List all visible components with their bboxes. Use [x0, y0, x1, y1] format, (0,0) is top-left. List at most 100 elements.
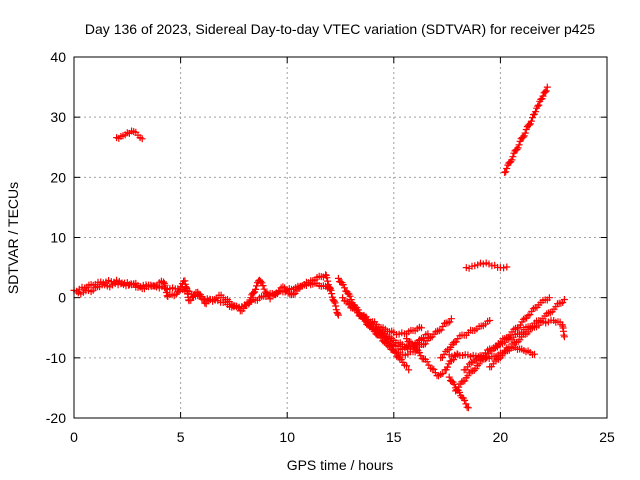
data-point — [475, 360, 483, 368]
data-point — [162, 285, 170, 293]
data-point — [407, 338, 415, 346]
data-point — [502, 168, 510, 176]
data-point — [542, 87, 550, 95]
data-point — [545, 294, 553, 302]
data-point — [503, 165, 511, 172]
data-point — [437, 326, 445, 334]
data-point — [503, 263, 511, 271]
data-point — [435, 327, 443, 335]
x-axis-label: GPS time / hours — [287, 457, 394, 473]
data-point — [330, 297, 338, 305]
y-tick-label: 20 — [50, 169, 66, 185]
data-point — [346, 292, 354, 300]
data-point — [472, 365, 480, 373]
chart-title: Day 136 of 2023, Sidereal Day-to-day VTE… — [85, 21, 595, 37]
data-point — [408, 340, 416, 348]
data-point — [259, 282, 267, 290]
data-point — [507, 343, 515, 351]
data-point — [438, 354, 446, 361]
data-point — [138, 135, 146, 143]
data-point — [264, 290, 272, 298]
data-point — [543, 83, 551, 91]
data-point — [452, 338, 460, 346]
data-point — [385, 336, 393, 344]
data-point — [474, 362, 481, 370]
data-point — [418, 324, 425, 332]
data-point — [175, 287, 183, 295]
data-point — [527, 117, 535, 125]
data-point — [360, 314, 368, 322]
data-point — [334, 311, 342, 319]
data-point — [447, 315, 455, 323]
data-point — [323, 274, 331, 282]
data-point — [535, 101, 543, 109]
data-point — [240, 305, 248, 312]
data-point — [388, 340, 396, 348]
data-point — [334, 310, 342, 318]
data-point — [334, 274, 342, 282]
data-point — [252, 285, 260, 293]
x-tick-label: 0 — [70, 429, 78, 445]
data-point — [453, 386, 461, 394]
y-tick-label: -10 — [46, 350, 66, 366]
x-tick-label: 10 — [279, 429, 295, 445]
data-point — [331, 299, 339, 307]
series-rise-b — [460, 296, 568, 374]
y-tick-label: 30 — [50, 109, 66, 125]
y-tick-label: 10 — [50, 230, 66, 246]
data-point — [539, 92, 547, 100]
data-point — [199, 296, 207, 304]
data-point — [289, 291, 297, 298]
y-tick-label: 40 — [50, 49, 66, 65]
data-point — [373, 325, 381, 333]
data-point — [532, 108, 540, 116]
series-high-arc-am — [113, 127, 146, 143]
data-point — [341, 284, 348, 292]
x-tick-label: 20 — [493, 429, 509, 445]
x-tick-label: 5 — [177, 429, 185, 445]
data-point — [281, 284, 289, 292]
data-point — [428, 365, 436, 373]
data-point — [246, 297, 254, 305]
data-point — [415, 349, 423, 357]
data-point — [461, 377, 469, 385]
data-point — [354, 309, 362, 317]
data-point — [253, 282, 261, 290]
data-point — [361, 317, 369, 325]
data-point — [425, 361, 433, 369]
x-tick-label: 15 — [386, 429, 402, 445]
data-point — [515, 141, 523, 149]
x-tick-label: 25 — [599, 429, 615, 445]
data-point — [557, 299, 565, 307]
data-point — [559, 299, 567, 306]
data-points-layer — [70, 83, 568, 412]
data-point — [427, 334, 434, 341]
data-point — [447, 343, 455, 351]
data-point — [381, 335, 389, 343]
data-point — [508, 156, 516, 164]
series-spike-pm — [501, 83, 551, 176]
data-point — [501, 169, 509, 176]
grid-layer — [74, 57, 607, 418]
series-mid-band — [462, 259, 511, 272]
data-point — [430, 365, 438, 373]
data-point — [350, 304, 358, 312]
data-point — [525, 121, 533, 129]
data-point — [509, 153, 517, 161]
data-point — [339, 294, 347, 302]
y-axis-label: SDTVAR / TECUs — [5, 182, 21, 294]
data-point — [380, 331, 388, 339]
data-point — [260, 285, 268, 293]
data-point — [500, 264, 508, 272]
axis-ticks-layer: 0 5 10 15 20 25 -20 -10 0 10 20 30 40 — [46, 49, 615, 445]
series-descend-f — [403, 335, 462, 380]
data-point — [198, 293, 206, 301]
data-point — [462, 400, 470, 408]
data-point — [160, 278, 167, 286]
data-point — [517, 321, 524, 329]
data-point — [444, 319, 452, 327]
data-point — [514, 144, 522, 152]
data-point — [339, 281, 347, 289]
data-point — [464, 404, 472, 412]
